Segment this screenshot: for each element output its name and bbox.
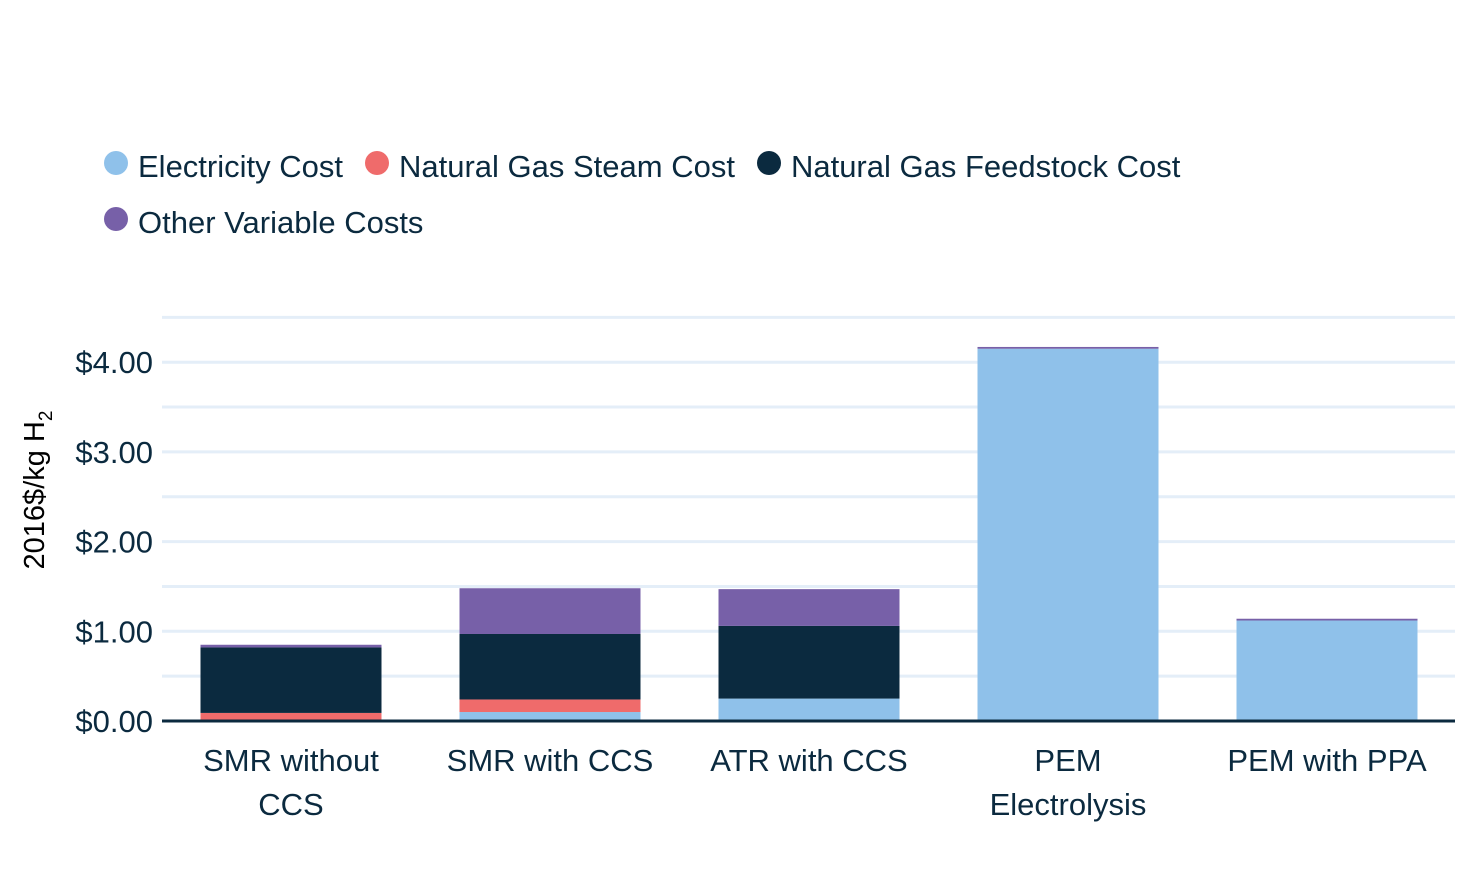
legend-swatch-natural-gas-feedstock-cost (756, 151, 781, 175)
bar-segment-2-0 (718, 698, 900, 721)
bar-segment-1-1 (459, 699, 641, 713)
bar-segment-4-3 (1236, 618, 1418, 621)
legend-item-natural-gas-feedstock-cost: Natural Gas Feedstock Cost (756, 149, 1181, 185)
y-tick-label-1: $1.00 (75, 614, 153, 649)
y-axis-label: 2016$/kg H2 (19, 411, 57, 570)
bars (200, 346, 1418, 721)
bar-segment-0-2 (200, 647, 382, 713)
bar-segment-1-0 (459, 712, 641, 721)
y-tick-labels: $0.00 $1.00 $2.00 $3.00 $4.00 (75, 345, 153, 739)
legend-swatch-other-variable-costs (104, 207, 128, 231)
bar-segment-1-3 (459, 588, 641, 634)
bar-segment-0-1 (200, 712, 382, 721)
x-category-label-3-1: Electrolysis (990, 787, 1147, 822)
legend-label-natural-gas-feedstock-cost: Natural Gas Feedstock Cost (790, 149, 1181, 184)
bar-segment-3-3 (977, 346, 1159, 349)
legend-swatch-electricity-cost (104, 151, 128, 175)
legend-item-electricity-cost: Electricity Cost (104, 149, 343, 185)
legend-label-natural-gas-steam-cost: Natural Gas Steam Cost (398, 149, 735, 184)
y-axis-label-subscript: 2 (36, 411, 57, 422)
bar-segment-3-0 (977, 348, 1159, 721)
x-category-labels: SMR without CCS SMR with CCS ATR with CCS PE… (203, 743, 1427, 822)
legend-swatch-natural-gas-steam-cost (364, 151, 389, 175)
y-tick-label-2: $2.00 (75, 525, 153, 560)
bar-segment-2-3 (718, 589, 900, 626)
legend-label-other-variable-costs: Other Variable Costs (138, 205, 424, 240)
legend-item-natural-gas-steam-cost: Natural Gas Steam Cost (364, 149, 735, 185)
y-axis-label-text: 2016$/kg H (19, 421, 51, 569)
x-category-label-0-0: SMR without (203, 743, 379, 778)
bar-segment-1-2 (459, 633, 641, 700)
y-tick-label-4: $4.00 (75, 345, 153, 380)
y-tick-label-0: $0.00 (75, 704, 153, 739)
x-category-label-2-0: ATR with CCS (710, 743, 908, 778)
legend-row-1: Electricity Cost Natural Gas Steam Cost … (104, 148, 1304, 186)
x-category-label-1-0: SMR with CCS (447, 743, 654, 778)
legend-label-electricity-cost: Electricity Cost (138, 149, 343, 184)
legend-row-2: Other Variable Costs (104, 204, 1304, 242)
legend: Electricity Cost Natural Gas Steam Cost … (104, 148, 1304, 260)
x-category-label-4-0: PEM with PPA (1227, 743, 1427, 778)
legend-item-other-variable-costs: Other Variable Costs (104, 205, 423, 241)
x-category-label-0-1: CCS (258, 787, 323, 822)
bar-segment-4-0 (1236, 620, 1418, 721)
bar-segment-2-2 (718, 625, 900, 699)
x-category-label-3-0: PEM (1034, 743, 1101, 778)
bar-segment-0-3 (200, 644, 382, 648)
y-tick-label-3: $3.00 (75, 435, 153, 470)
